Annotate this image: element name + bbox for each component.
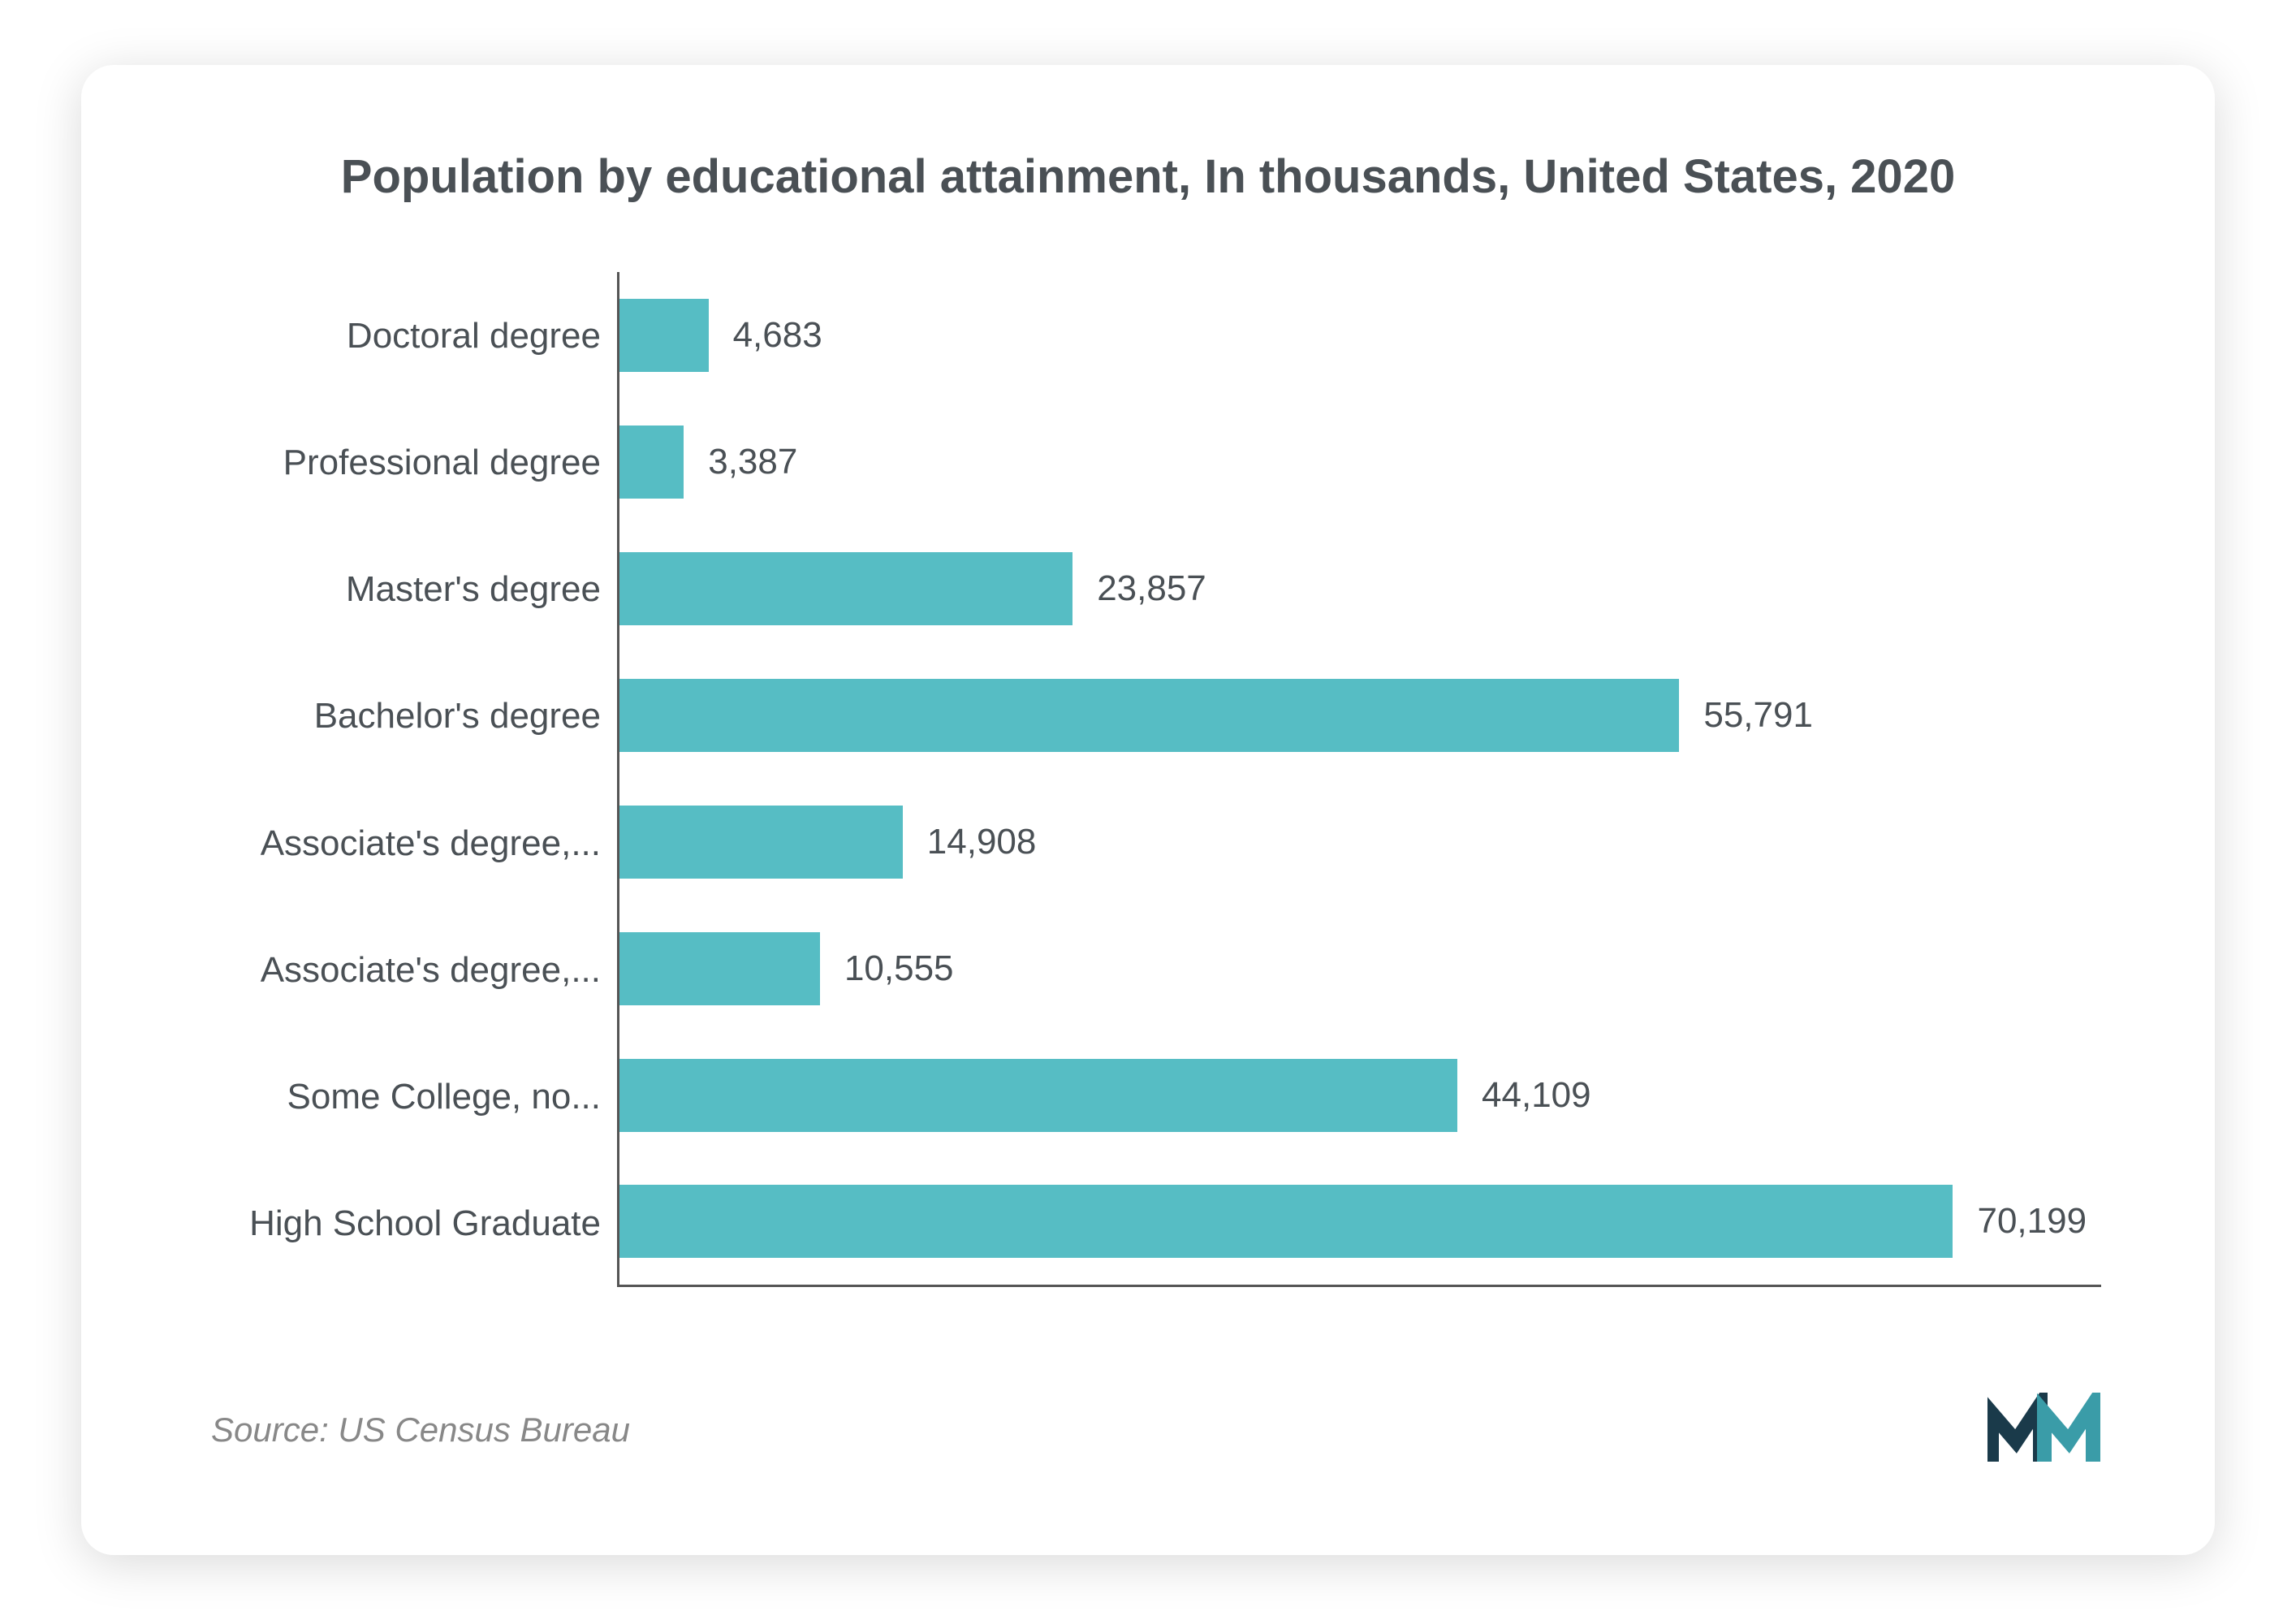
bar-value: 70,199 xyxy=(1977,1201,2087,1242)
category-label: High School Graduate xyxy=(195,1160,601,1287)
category-label: Master's degree xyxy=(195,526,601,653)
bar-row: 23,857 xyxy=(619,525,2101,652)
bar xyxy=(619,426,684,499)
category-label: Doctoral degree xyxy=(195,273,601,400)
category-label: Associate's degree,... xyxy=(195,907,601,1034)
y-axis-labels: Doctoral degree Professional degree Mast… xyxy=(195,272,617,1287)
bar-row: 70,199 xyxy=(619,1159,2101,1285)
chart-container: Population by educational attainment, In… xyxy=(81,65,2215,1555)
plot-area: 4,683 3,387 23,857 55,791 14,908 xyxy=(617,272,2101,1287)
chart-area: Doctoral degree Professional degree Mast… xyxy=(195,272,2101,1287)
bar-value: 23,857 xyxy=(1097,568,1206,609)
bar xyxy=(619,679,1679,752)
bar xyxy=(619,1059,1457,1132)
category-label: Some College, no... xyxy=(195,1034,601,1160)
bar-row: 55,791 xyxy=(619,652,2101,779)
bar-row: 3,387 xyxy=(619,399,2101,525)
source-text: Source: US Census Bureau xyxy=(211,1410,630,1449)
bar-value: 55,791 xyxy=(1703,695,1813,736)
category-label: Bachelor's degree xyxy=(195,653,601,780)
category-label: Associate's degree,... xyxy=(195,780,601,907)
bar xyxy=(619,299,709,372)
bar xyxy=(619,1185,1953,1258)
bar-value: 4,683 xyxy=(733,315,822,356)
bars-wrapper: 4,683 3,387 23,857 55,791 14,908 xyxy=(619,272,2101,1285)
mordor-logo-icon xyxy=(1987,1393,2101,1474)
bar-value: 14,908 xyxy=(927,822,1037,862)
bar-value: 10,555 xyxy=(844,948,954,989)
bar-row: 44,109 xyxy=(619,1032,2101,1159)
bar-value: 44,109 xyxy=(1482,1075,1591,1116)
bar-row: 14,908 xyxy=(619,779,2101,905)
bar xyxy=(619,552,1072,625)
bar-row: 4,683 xyxy=(619,272,2101,399)
chart-title: Population by educational attainment, In… xyxy=(195,146,2101,207)
category-label: Professional degree xyxy=(195,400,601,526)
bar xyxy=(619,806,903,879)
bar xyxy=(619,932,820,1005)
bar-row: 10,555 xyxy=(619,905,2101,1032)
bar-value: 3,387 xyxy=(708,442,797,482)
